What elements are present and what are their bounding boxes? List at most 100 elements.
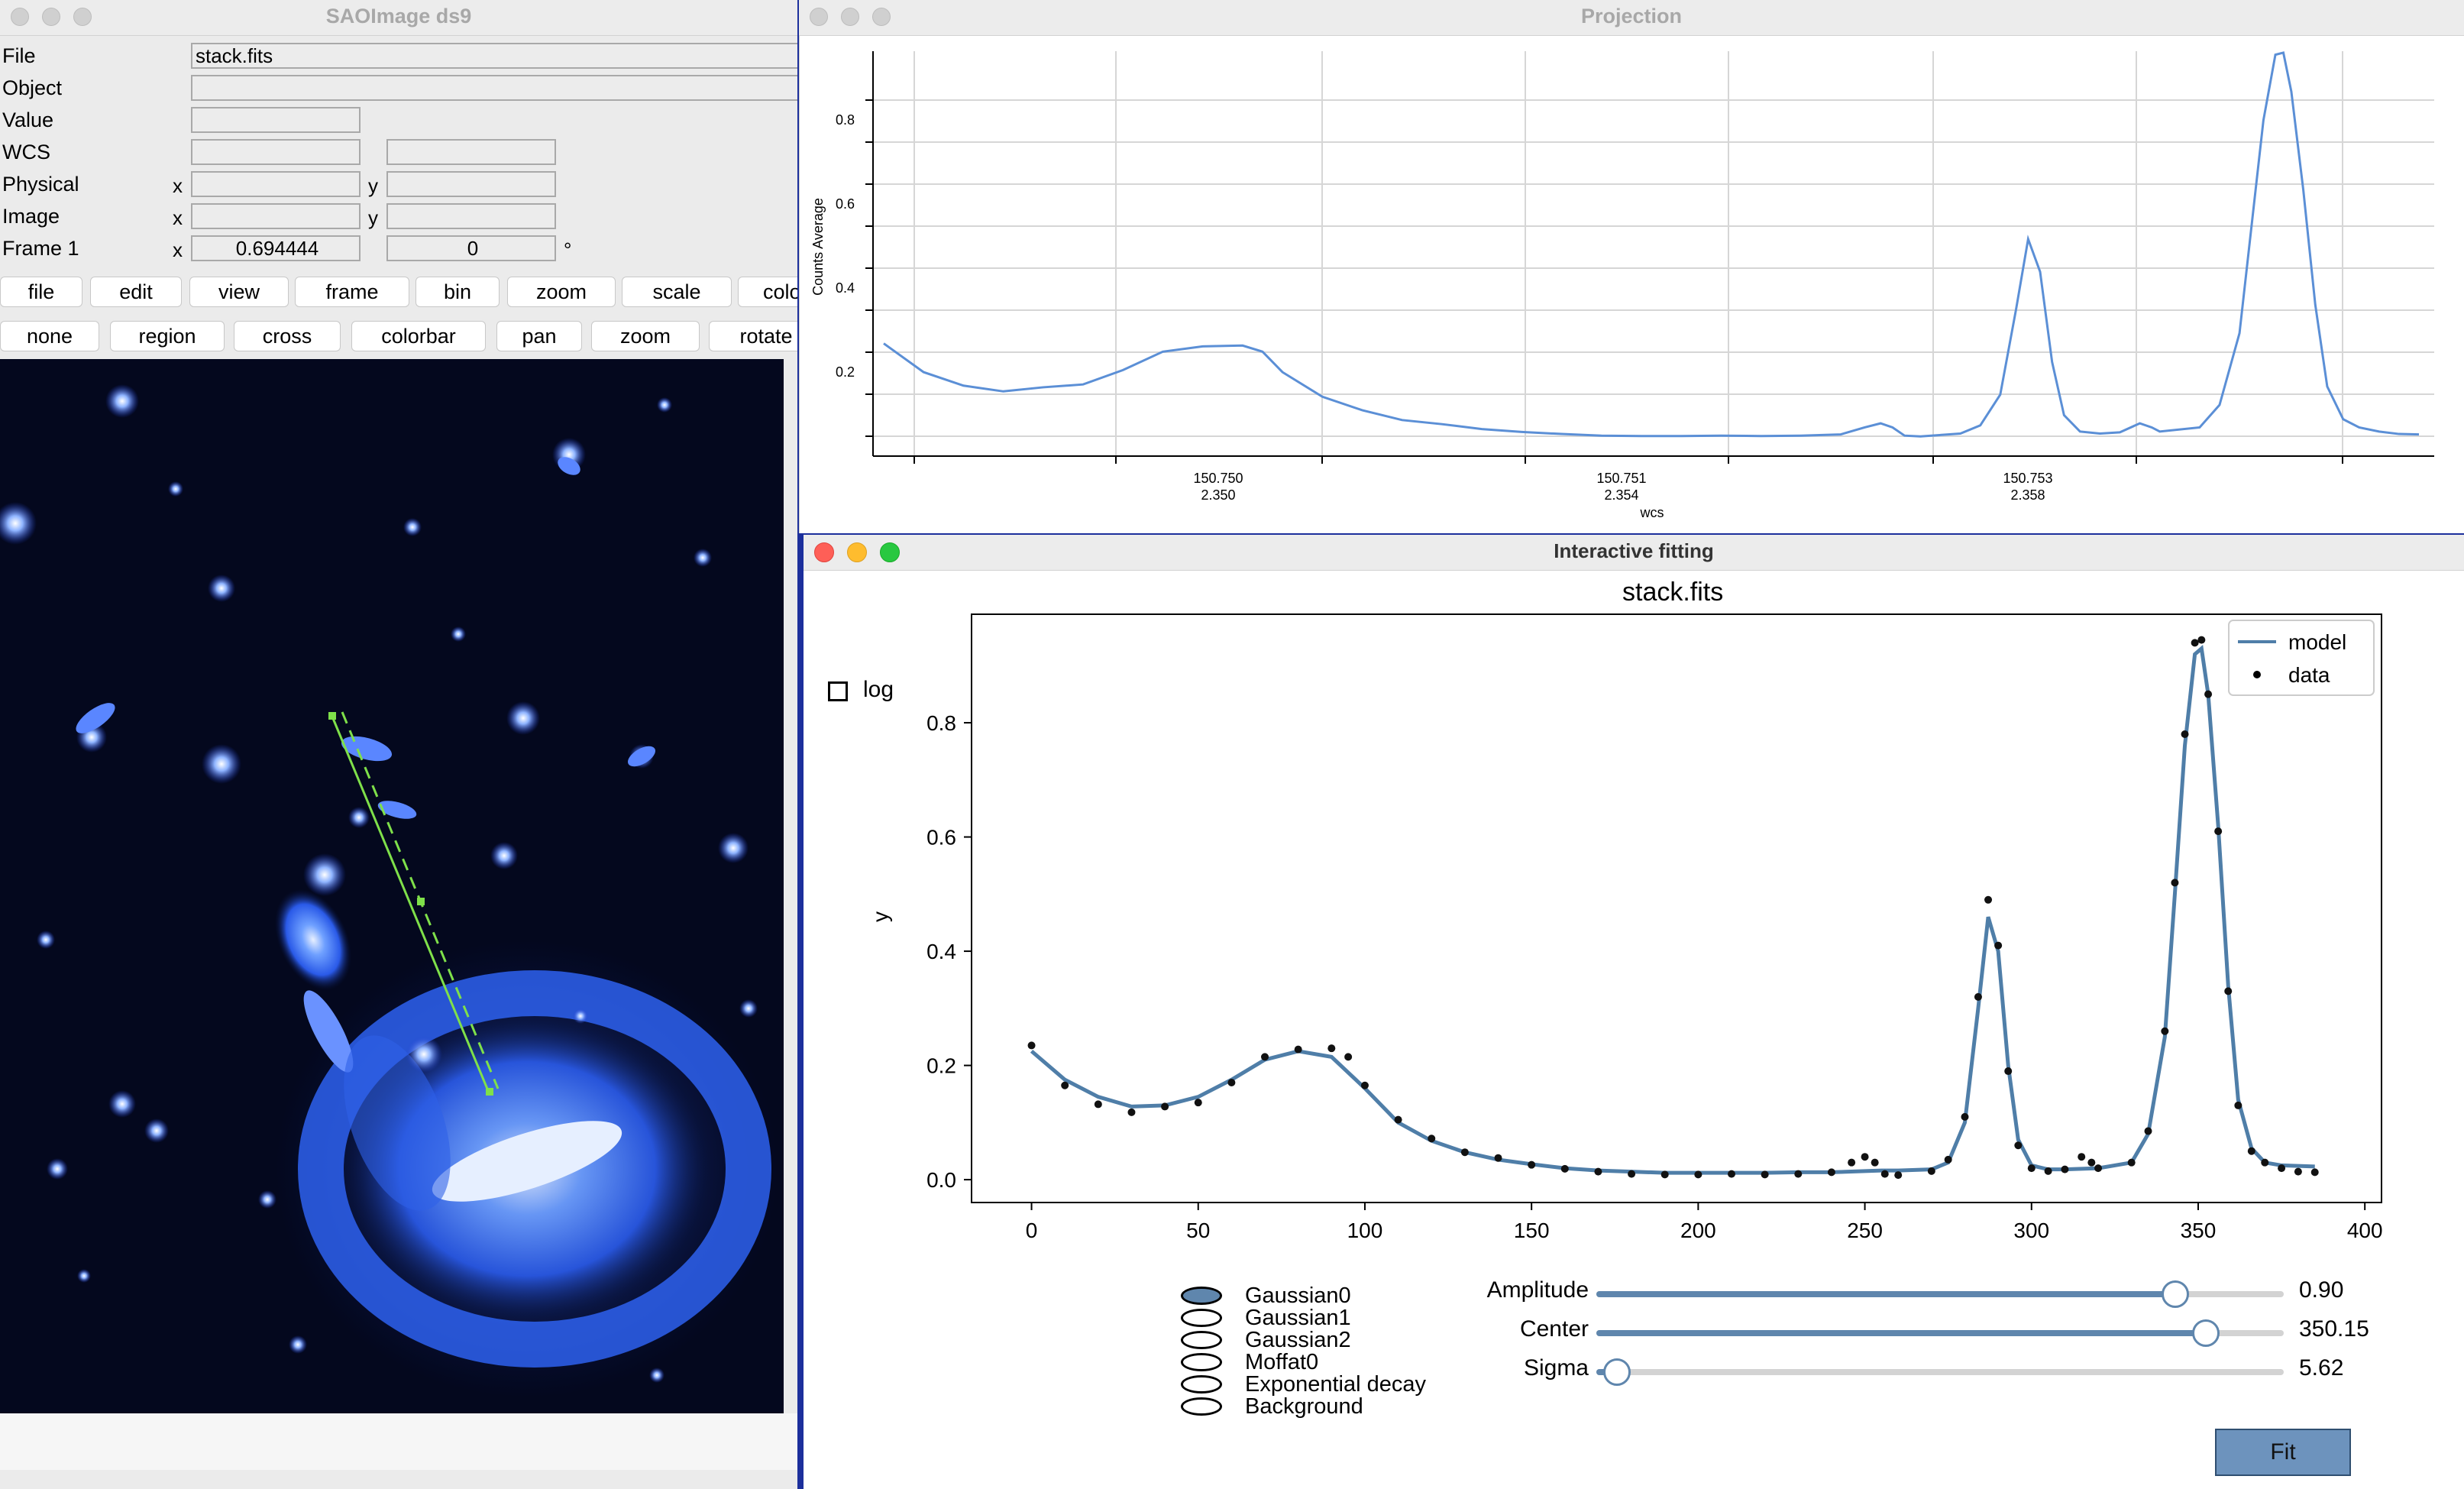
data-point [2144, 1127, 2152, 1135]
bin-menu-button[interactable]: bin [416, 277, 500, 307]
mode-pan-button[interactable]: pan [496, 321, 582, 351]
data-point [2204, 690, 2213, 698]
proj-x-tick-top: 150.750 [1193, 471, 1243, 486]
data-point [1194, 1099, 1202, 1107]
data-point [1094, 1100, 1102, 1109]
window-title: SAOImage ds9 [325, 5, 472, 28]
view-menu-button[interactable]: view [189, 277, 289, 307]
component-label: Exponential decay [1245, 1372, 1426, 1397]
close-button[interactable] [810, 8, 828, 26]
fitting-titlebar[interactable]: Interactive fitting [804, 535, 2464, 571]
edit-menu-button[interactable]: edit [90, 277, 182, 307]
slider-track[interactable] [1596, 1291, 2284, 1297]
minimize-button[interactable] [42, 8, 60, 26]
data-point [1984, 895, 1993, 904]
component-item[interactable]: Gaussian0 [1181, 1283, 1502, 1308]
zoom-button[interactable] [872, 8, 891, 26]
minimize-button[interactable] [841, 8, 859, 26]
data-point [1848, 1158, 1856, 1167]
component-item[interactable]: Moffat0 [1181, 1350, 1502, 1374]
component-radio-icon[interactable] [1181, 1397, 1222, 1416]
data-point [1628, 1170, 1636, 1178]
data-point [2161, 1027, 2169, 1035]
region-handle[interactable] [417, 898, 425, 905]
slider-fill [1596, 1330, 2207, 1336]
color-menu-button[interactable]: colo [738, 277, 797, 307]
data-point [2061, 1165, 2069, 1173]
file-label: File [2, 44, 36, 67]
data-point [2014, 1141, 2023, 1150]
ds9-window: SAOImage ds9 File stack.fits Object Valu… [0, 0, 797, 1489]
proj-x-tick-top: 150.753 [2003, 471, 2052, 486]
proj-y-tick: 0.6 [836, 196, 855, 212]
image-canvas[interactable] [0, 359, 784, 1413]
value-label: Value [2, 108, 54, 131]
fit-x-tick-label: 300 [2013, 1219, 2049, 1242]
zoom-button[interactable] [73, 8, 92, 26]
image-label: Image [2, 205, 60, 228]
frame-zoom-field: 0.694444 [191, 235, 361, 261]
fit-x-tick-label: 250 [1847, 1219, 1883, 1242]
component-radio-icon[interactable] [1181, 1287, 1222, 1305]
data-point [1127, 1108, 1136, 1116]
data-point [2181, 730, 2189, 738]
mode-colorbar-button[interactable]: colorbar [351, 321, 486, 351]
data-point [1344, 1053, 1353, 1061]
slider-value: 0.90 [2299, 1277, 2344, 1303]
region-handle[interactable] [486, 1088, 493, 1096]
data-point [1261, 1053, 1269, 1061]
component-label: Gaussian1 [1245, 1306, 1351, 1330]
wcs-label: WCS [2, 141, 50, 163]
mode-cross-button[interactable]: cross [234, 321, 341, 351]
log-checkbox[interactable] [828, 681, 848, 701]
slider-handle[interactable] [2161, 1280, 2189, 1308]
frame-menu-button[interactable]: frame [295, 277, 409, 307]
component-item[interactable]: Background [1181, 1394, 1502, 1419]
window-title: Projection [1580, 5, 1683, 28]
mode-region-button[interactable]: region [110, 321, 225, 351]
minimize-button[interactable] [847, 542, 867, 562]
plot-title: stack.fits [1622, 578, 1724, 607]
mode-zoom-button[interactable]: zoom [591, 321, 700, 351]
close-button[interactable] [814, 542, 834, 562]
data-point [2234, 1101, 2242, 1109]
data-point [2224, 987, 2233, 995]
legend-data-swatch [2253, 671, 2261, 678]
file-menu-button[interactable]: file [0, 277, 82, 307]
fit-x-ticks: 0 50 100 150 200 250 300 350 400 [1026, 1203, 2383, 1242]
slider-track[interactable] [1596, 1369, 2284, 1375]
component-radio-icon[interactable] [1181, 1331, 1222, 1349]
component-item[interactable]: Gaussian1 [1181, 1306, 1502, 1330]
file-field: stack.fits [191, 43, 797, 69]
legend-data-label: data [2288, 663, 2330, 687]
projection-region[interactable] [328, 711, 500, 1096]
component-radio-icon[interactable] [1181, 1309, 1222, 1327]
region-handle[interactable] [328, 712, 336, 720]
data-point [1027, 1041, 1036, 1050]
data-point [1994, 941, 2003, 950]
galaxy-image [274, 889, 779, 1398]
proj-x-tick-top: 150.751 [1596, 471, 1646, 486]
data-point [1944, 1155, 1952, 1164]
slider-handle[interactable] [1603, 1358, 1631, 1386]
slider-track[interactable] [1596, 1330, 2284, 1336]
component-item[interactable]: Exponential decay [1181, 1372, 1502, 1397]
data-point [1694, 1170, 1702, 1179]
object-field [191, 75, 797, 101]
physical-y-label: y [368, 174, 378, 197]
component-radio-icon[interactable] [1181, 1375, 1222, 1394]
zoom-menu-button[interactable]: zoom [507, 277, 616, 307]
proj-x-tick-bottom: 2.350 [1201, 487, 1235, 503]
zoom-button[interactable] [880, 542, 900, 562]
close-button[interactable] [11, 8, 29, 26]
data-point [1927, 1167, 1935, 1175]
scale-menu-button[interactable]: scale [622, 277, 732, 307]
projection-titlebar[interactable]: Projection [799, 0, 2464, 36]
mode-none-button[interactable]: none [0, 321, 99, 351]
component-radio-icon[interactable] [1181, 1353, 1222, 1371]
fit-button[interactable]: Fit [2215, 1429, 2351, 1476]
component-item[interactable]: Gaussian2 [1181, 1328, 1502, 1352]
slider-handle[interactable] [2192, 1319, 2220, 1347]
mode-rotate-button[interactable]: rotate [709, 321, 797, 351]
ds9-titlebar[interactable]: SAOImage ds9 [0, 0, 797, 36]
